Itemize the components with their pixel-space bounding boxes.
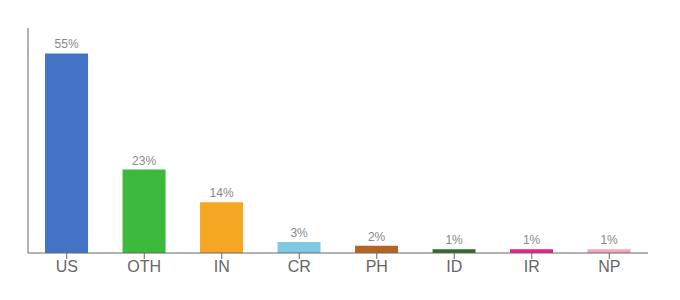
svg-text:CR: CR (288, 258, 311, 275)
svg-text:PH: PH (366, 258, 388, 275)
svg-text:14%: 14% (210, 186, 234, 200)
svg-text:ID: ID (446, 258, 462, 275)
svg-text:IN: IN (214, 258, 230, 275)
svg-text:IR: IR (524, 258, 540, 275)
svg-text:1%: 1% (600, 233, 618, 247)
svg-text:1%: 1% (523, 233, 541, 247)
svg-text:1%: 1% (445, 233, 463, 247)
svg-text:55%: 55% (55, 37, 79, 51)
svg-text:OTH: OTH (127, 258, 161, 275)
svg-text:US: US (56, 258, 78, 275)
svg-text:2%: 2% (368, 230, 386, 244)
svg-text:23%: 23% (132, 154, 156, 168)
svg-text:NP: NP (598, 258, 620, 275)
svg-text:3%: 3% (290, 226, 308, 240)
